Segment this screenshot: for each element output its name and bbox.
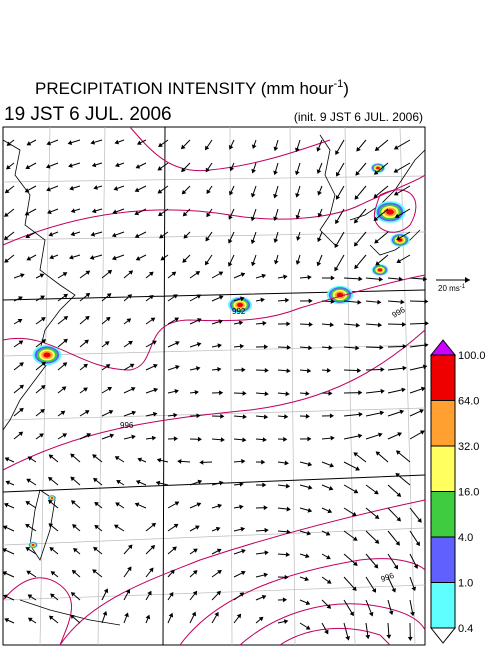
precip-cell (376, 167, 380, 170)
colorbar-label: 16.0 (458, 487, 479, 499)
precip-cell (32, 544, 34, 546)
title-text: PRECIPITATION INTENSITY (mm hour (35, 79, 334, 98)
colorbar-label: 100.0 (458, 350, 486, 362)
colorbar-label: 4.0 (458, 532, 473, 544)
color-bin (431, 492, 455, 538)
colorbar-label: 0.4 (458, 623, 473, 635)
scale-arrow-head (465, 277, 470, 283)
wind-vector-head (425, 322, 428, 325)
color-bin (431, 583, 455, 629)
scale-sup: -1 (460, 284, 466, 290)
wind-vector-head (424, 365, 427, 368)
wind-vector-head (425, 344, 428, 347)
colorbar-label: 1.0 (458, 578, 473, 590)
color-bin (431, 401, 455, 447)
colorbar-label: 64.0 (458, 396, 479, 408)
title: PRECIPITATION INTENSITY (mm hour-1) (35, 78, 349, 98)
colorbar-label: 32.0 (458, 441, 479, 453)
color-bin (431, 355, 455, 401)
contour-label: 992 (232, 307, 246, 316)
scale-text: 20 ms (438, 284, 460, 293)
title-end: ) (343, 79, 349, 98)
color-bin (431, 537, 455, 583)
colorbar: 100.0 64.0 32.0 16.0 4.0 1.0 0.4 (431, 340, 486, 643)
valid-time: 19 JST 6 JUL. 2006 (4, 104, 172, 125)
under-triangle (431, 628, 455, 643)
map: 992 996 996 996 (3, 127, 428, 645)
title-sup: -1 (333, 78, 343, 90)
color-bin (431, 446, 455, 492)
wind-vector-head (424, 277, 427, 280)
init-time: (init. 9 JST 6 JUL. 2006) (294, 110, 423, 124)
scale-label: 20 ms-1 (438, 284, 466, 293)
over-triangle (431, 340, 455, 355)
wind-scale: 20 ms-1 (436, 277, 470, 293)
precip-cell (43, 352, 50, 357)
contour-label: 996 (120, 421, 134, 430)
precip-cell (51, 497, 53, 498)
wind-vector-head (425, 300, 428, 303)
precip-cell (378, 269, 382, 272)
